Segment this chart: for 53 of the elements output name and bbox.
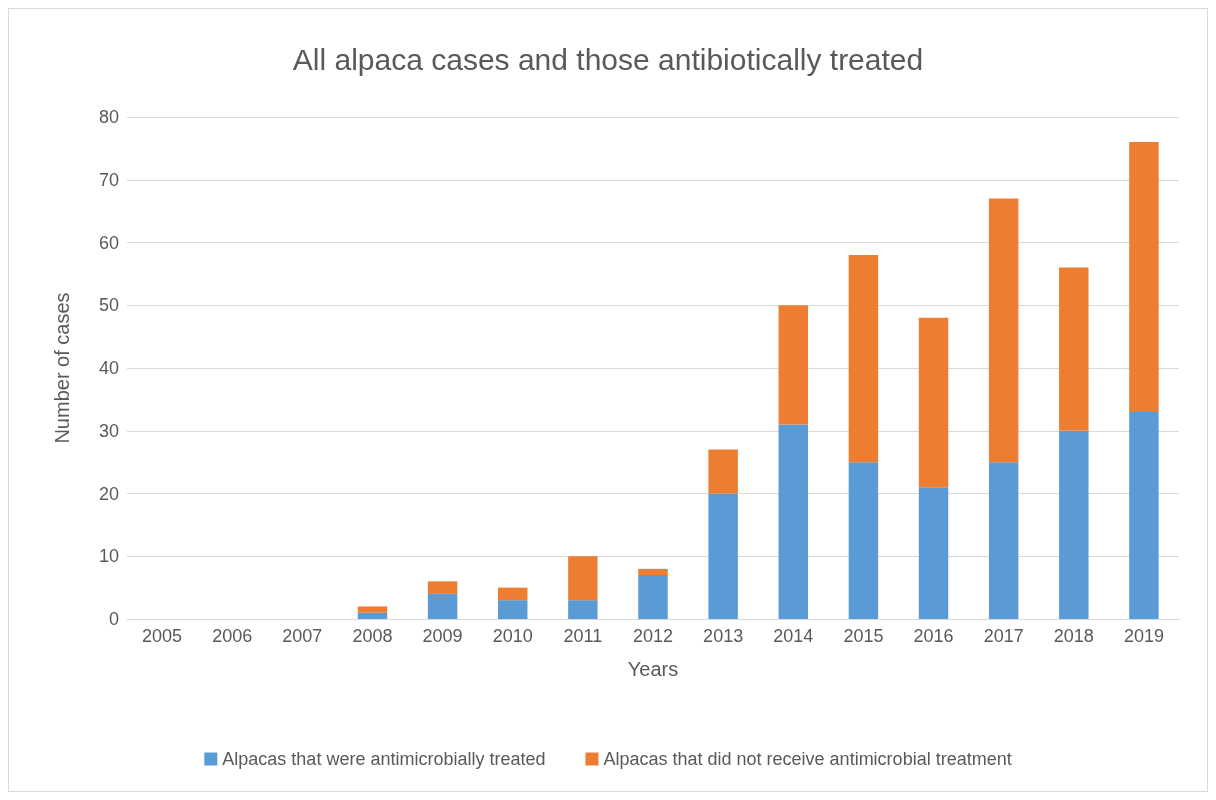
y-tick-label: 30 <box>98 420 119 441</box>
bar <box>568 556 598 601</box>
bar <box>848 462 879 619</box>
bar <box>988 198 1019 463</box>
y-tick-label: 10 <box>98 546 119 567</box>
y-tick-label: 50 <box>98 295 119 316</box>
bar <box>427 581 458 594</box>
x-tick-label: 2013 <box>703 626 744 646</box>
bar <box>918 487 949 619</box>
bar <box>708 493 738 619</box>
bar <box>427 593 458 619</box>
x-tick-label: 2005 <box>142 626 183 646</box>
x-tick-label: 2015 <box>843 626 884 646</box>
bar <box>1059 430 1089 619</box>
y-tick-label: 40 <box>98 358 119 378</box>
y-tick-label: 0 <box>108 609 119 629</box>
x-tick-label: 2017 <box>983 626 1024 646</box>
y-tick-label: 70 <box>98 169 119 190</box>
bar <box>568 600 598 619</box>
x-tick-label: 2010 <box>492 626 533 646</box>
bar <box>357 612 388 619</box>
bar <box>988 462 1019 619</box>
x-tick-label: 2011 <box>563 626 603 646</box>
bar <box>778 424 808 619</box>
y-tick-label: 80 <box>98 107 119 127</box>
bar <box>498 587 528 601</box>
bar <box>1059 267 1089 431</box>
bar <box>848 255 879 463</box>
x-tick-label: 2014 <box>773 626 814 646</box>
bar <box>778 305 808 425</box>
bar <box>708 449 738 494</box>
bar <box>498 600 528 619</box>
chart-title: All alpaca cases and those antibiotically treated <box>292 42 924 76</box>
legend-label: Alpacas that were antimicrobially treated <box>222 749 546 769</box>
legend-label: Alpacas that did not receive antimicrobial treatment <box>603 749 1012 769</box>
x-tick-label: 2009 <box>422 626 463 646</box>
x-tick-label: 2019 <box>1123 626 1164 646</box>
y-tick-label: 60 <box>98 232 119 253</box>
y-tick-label: 20 <box>98 483 119 504</box>
y-axis-title: Number of cases <box>51 292 73 444</box>
bar <box>1129 142 1159 412</box>
bar <box>918 317 949 488</box>
bar <box>638 575 668 619</box>
x-tick-label: 2018 <box>1053 626 1094 646</box>
x-tick-label: 2007 <box>282 626 323 646</box>
x-tick-label: 2008 <box>352 626 393 646</box>
x-axis-title: Years <box>627 658 679 680</box>
x-tick-label: 2012 <box>632 626 674 646</box>
bar <box>638 568 668 576</box>
bar <box>1129 411 1159 619</box>
bar <box>357 606 388 613</box>
x-tick-label: 2006 <box>212 626 253 646</box>
x-tick-label: 2016 <box>913 626 954 646</box>
